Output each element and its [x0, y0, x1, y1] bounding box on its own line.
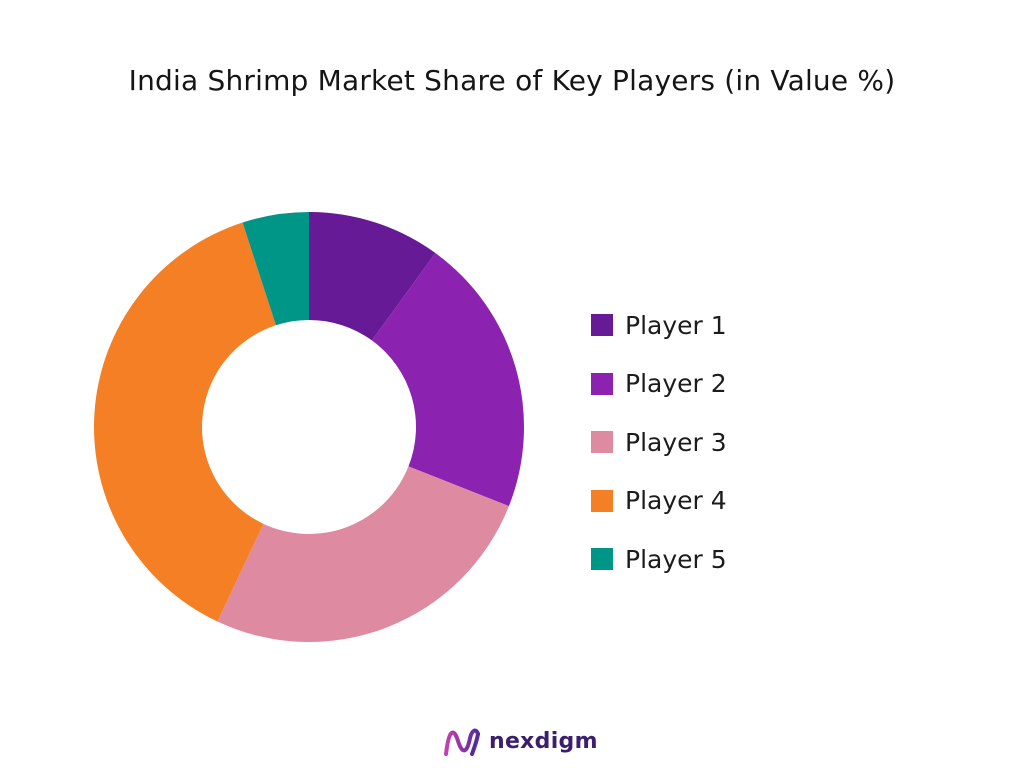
- donut-slice-player-4[interactable]: [93, 222, 276, 622]
- nexdigm-logo-icon: [444, 728, 480, 756]
- legend-label: Player 2: [625, 369, 727, 399]
- donut-slice-player-2[interactable]: [371, 253, 524, 507]
- legend-label: Player 1: [625, 310, 727, 340]
- legend-swatch: [591, 314, 613, 337]
- legend-item-player-4[interactable]: Player 4: [591, 472, 727, 531]
- donut-slice-player-3[interactable]: [217, 466, 509, 642]
- legend-label: Player 3: [625, 427, 727, 457]
- legend-item-player-1[interactable]: Player 1: [591, 296, 727, 355]
- legend-swatch: [591, 372, 613, 395]
- donut-slice-player-5[interactable]: [242, 212, 309, 326]
- legend-label: Player 4: [625, 486, 727, 516]
- legend-item-player-5[interactable]: Player 5: [591, 530, 727, 589]
- chart-title: India Shrimp Market Share of Key Players…: [128, 64, 896, 97]
- legend-label: Player 5: [625, 544, 727, 574]
- brand-logo: nexdigm: [443, 724, 598, 758]
- logo-wordmark: nexdigm: [489, 728, 598, 754]
- legend-swatch: [591, 548, 613, 571]
- legend-swatch: [591, 431, 613, 454]
- donut-slice-player-1[interactable]: [309, 212, 436, 341]
- legend-item-player-2[interactable]: Player 2: [591, 355, 727, 414]
- legend-swatch: [591, 489, 613, 512]
- chart-legend: Player 1 Player 2 Player 3 Player 4 Play…: [591, 296, 727, 589]
- legend-item-player-3[interactable]: Player 3: [591, 413, 727, 472]
